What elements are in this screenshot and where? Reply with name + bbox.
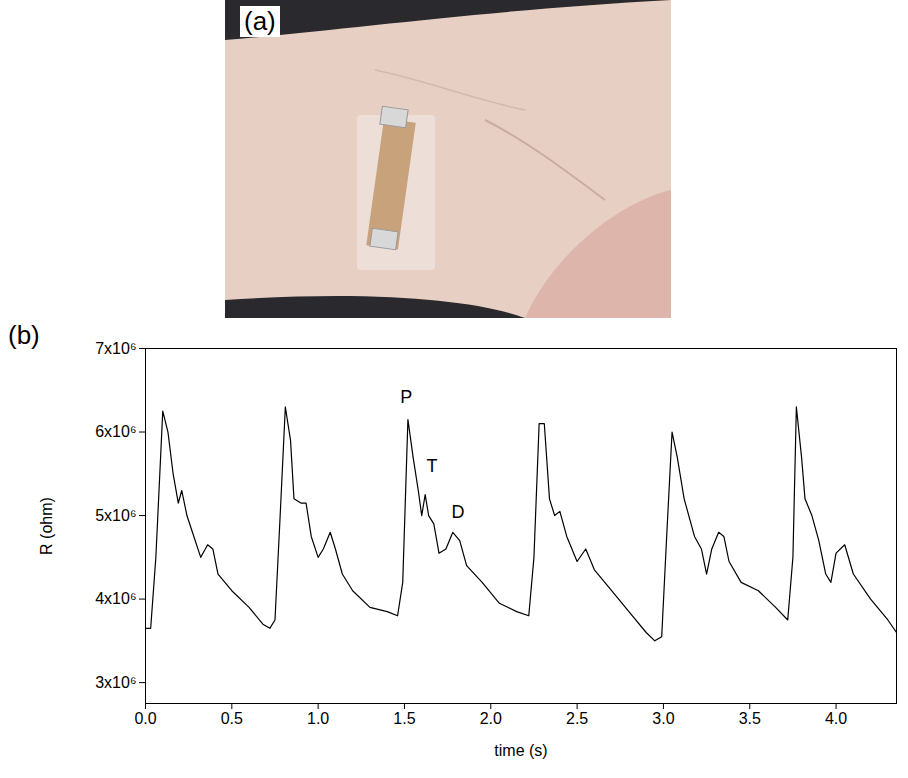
svg-text:0.0: 0.0 [134, 710, 156, 727]
svg-text:7x10⁶: 7x10⁶ [95, 340, 136, 357]
svg-text:T: T [427, 456, 438, 476]
svg-text:3x10⁶: 3x10⁶ [95, 674, 136, 691]
svg-text:2.5: 2.5 [566, 710, 588, 727]
html-text:(b): (b) [8, 320, 40, 350]
svg-text:0.5: 0.5 [221, 710, 243, 727]
svg-text:2.0: 2.0 [480, 710, 502, 727]
svg-text:5x10⁶: 5x10⁶ [95, 507, 136, 524]
svg-text:1.0: 1.0 [307, 710, 329, 727]
svg-text:4x10⁶: 4x10⁶ [95, 590, 136, 607]
svg-text:1.5: 1.5 [393, 710, 415, 727]
html-text:(a): (a) [244, 6, 276, 36]
svg-text:R (ohm): R (ohm) [38, 497, 55, 555]
svg-text:time (s): time (s) [494, 742, 547, 759]
svg-text:4.0: 4.0 [825, 710, 847, 727]
svg-text:D: D [451, 502, 464, 522]
svg-text:3.5: 3.5 [739, 710, 761, 727]
svg-text:3.0: 3.0 [652, 710, 674, 727]
svg-text:P: P [400, 387, 412, 407]
svg-text:6x10⁶: 6x10⁶ [95, 423, 136, 440]
